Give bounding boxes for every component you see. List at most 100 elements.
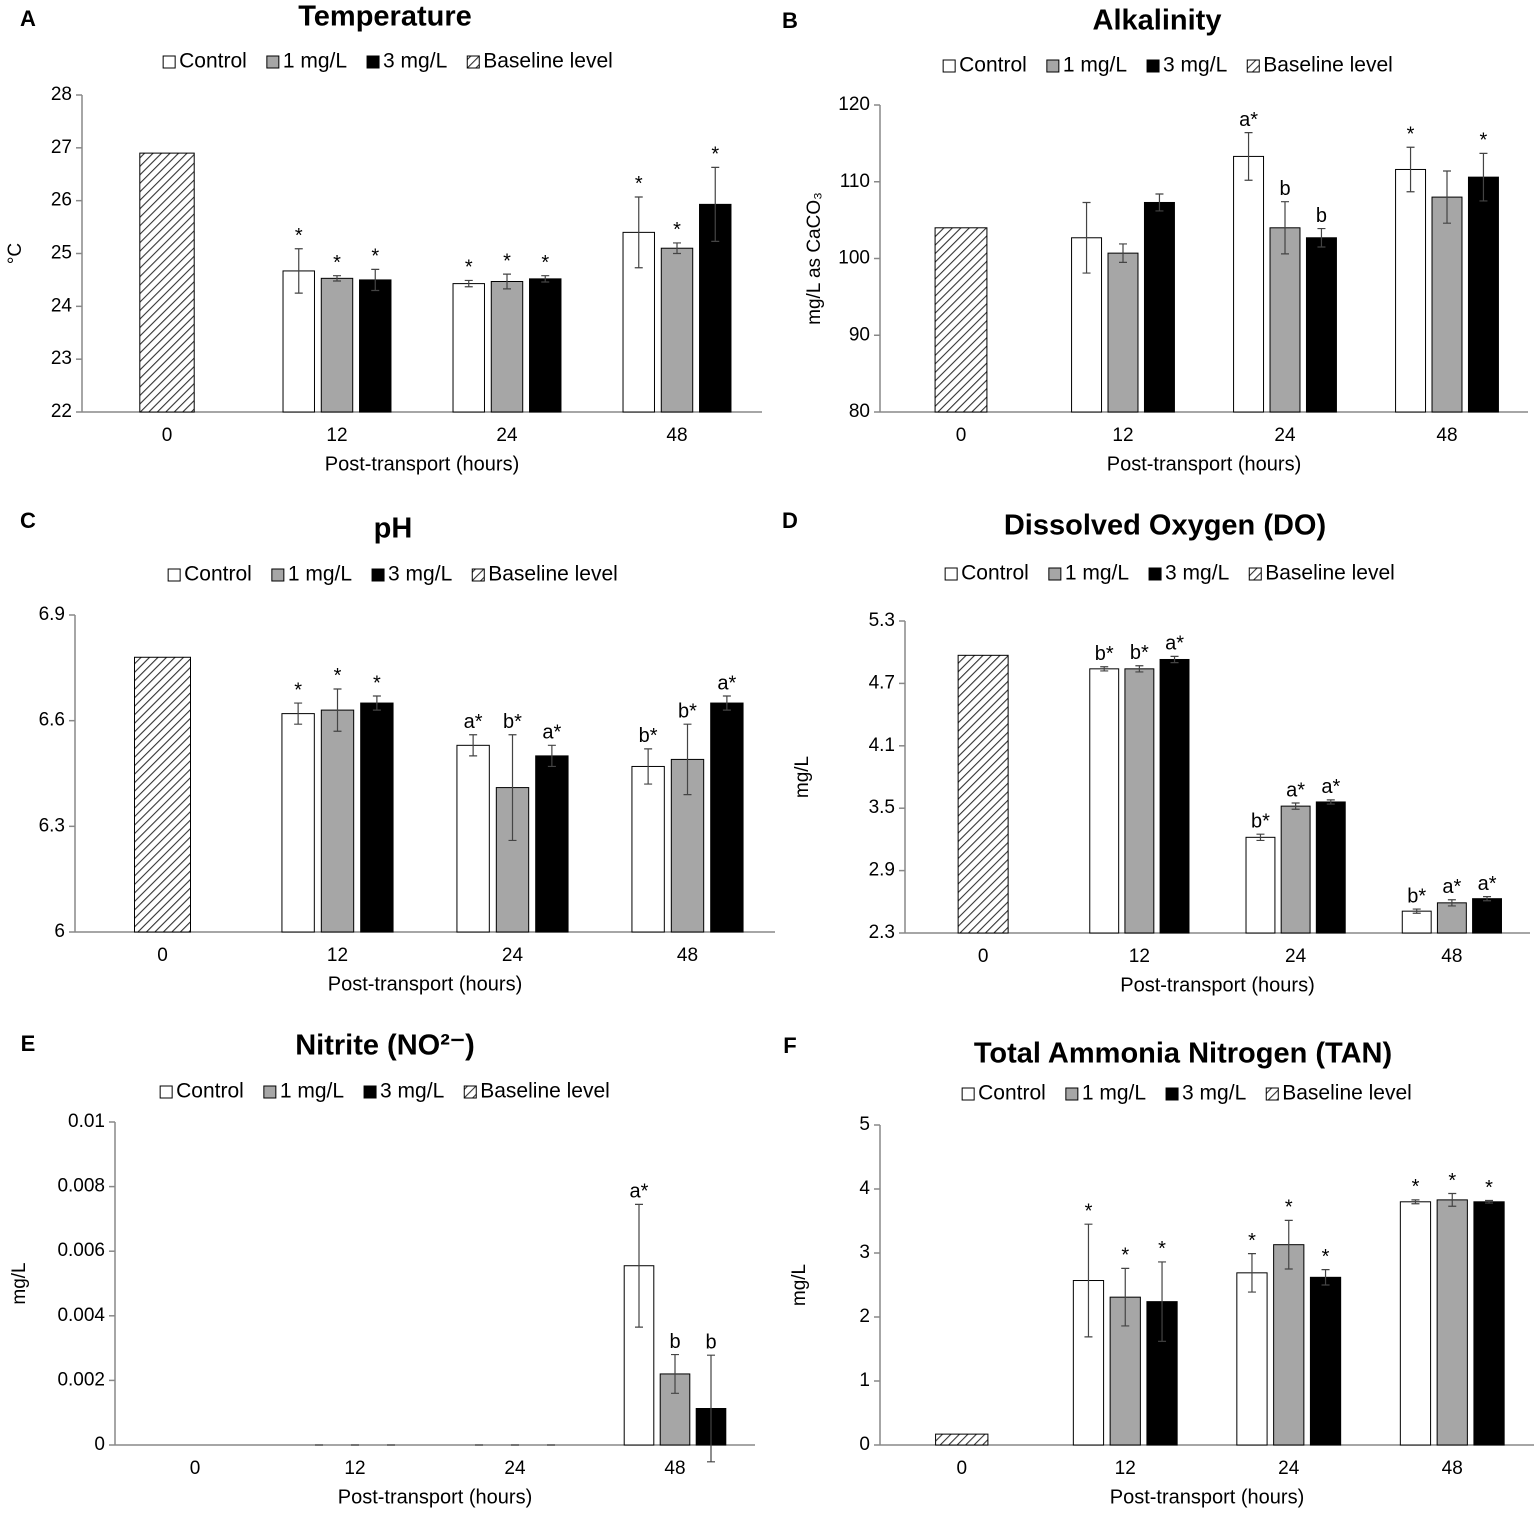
error-bar [1321, 1269, 1330, 1286]
bar [452, 283, 485, 413]
x-tick-label: 24 [1274, 425, 1296, 446]
x-tick-label: 12 [344, 1458, 365, 1479]
bar [1089, 668, 1120, 934]
annotation: b* [1095, 643, 1114, 665]
y-tick-label: 0.006 [57, 1240, 105, 1261]
bar [1280, 805, 1311, 934]
bar [935, 1433, 989, 1446]
annotation: b* [639, 725, 658, 747]
x-tick-label: 48 [1436, 425, 1457, 446]
y-tick-label: 0.008 [57, 1176, 105, 1197]
bar [320, 709, 355, 933]
y-tick-label: 2.3 [869, 922, 895, 943]
bar [1467, 176, 1499, 413]
y-axis-label: °C [5, 243, 26, 264]
annotation: a* [1442, 876, 1461, 898]
annotation: * [294, 679, 302, 701]
annotation: b* [1251, 810, 1270, 832]
x-axis-label: Post-transport (hours) [325, 453, 520, 475]
error-bar [1448, 1192, 1457, 1207]
bar [1305, 237, 1337, 413]
y-tick-label: 1 [859, 1370, 870, 1391]
annotation: * [1285, 1197, 1293, 1219]
legend-swatch [371, 568, 385, 582]
annotation: * [1480, 130, 1488, 152]
bar [1245, 836, 1276, 934]
error-bar [644, 748, 653, 785]
x-tick-label: 12 [1112, 425, 1133, 446]
annotation: * [1248, 1230, 1256, 1252]
error-bar [469, 734, 478, 757]
y-tick-label: 23 [51, 348, 72, 369]
bar [1233, 155, 1265, 413]
legend-swatch [463, 1085, 477, 1099]
legend-label: Baseline level [1282, 1082, 1412, 1105]
bar [660, 247, 694, 413]
panel-label: F [783, 1033, 796, 1058]
annotation: a* [1286, 779, 1305, 801]
legend-swatch [366, 55, 380, 69]
annotation: a* [1239, 109, 1258, 131]
bar [139, 152, 195, 413]
x-axis-label: Post-transport (hours) [1107, 453, 1302, 475]
legend-swatch [1165, 1087, 1179, 1101]
x-tick-label: 24 [496, 425, 518, 446]
legend-swatch [1146, 59, 1160, 73]
annotation: * [1322, 1246, 1330, 1268]
legend-swatch [961, 1087, 975, 1101]
bar [1309, 1276, 1342, 1446]
y-tick-label: 0.01 [68, 1111, 105, 1132]
error-bar [1479, 152, 1488, 202]
x-axis-label: Post-transport (hours) [338, 1486, 533, 1508]
annotation: a* [630, 1181, 649, 1203]
legend-label: Baseline level [1263, 54, 1393, 77]
bar [631, 765, 665, 933]
legend-label: Baseline level [480, 1080, 610, 1103]
error-bar [707, 1354, 715, 1463]
bar [710, 702, 744, 933]
error-bar [711, 166, 720, 242]
annotation: b* [678, 700, 697, 722]
panel-label: C [20, 508, 36, 533]
bar [282, 270, 315, 413]
error-bar [1284, 1219, 1293, 1270]
y-tick-label: 120 [838, 94, 870, 115]
x-tick-label: 0 [978, 946, 989, 967]
annotation: b* [1130, 642, 1149, 664]
chart-title: Nitrite (NO²⁻) [295, 1030, 475, 1062]
error-bar [1406, 146, 1415, 193]
legend-label: Baseline level [488, 563, 618, 586]
legend-label: Control [959, 54, 1027, 77]
legend-swatch [942, 59, 956, 73]
annotation: * [635, 173, 643, 195]
legend-label: Control [176, 1080, 244, 1103]
y-axis-label: mg/L [789, 1264, 810, 1306]
annotation: * [465, 257, 473, 279]
error-bar [1244, 132, 1253, 181]
bar [1236, 1272, 1268, 1446]
x-tick-label: 0 [956, 425, 967, 446]
x-tick-label: 0 [162, 425, 173, 446]
error-bar [508, 734, 517, 842]
y-tick-label: 6.6 [39, 710, 65, 731]
error-bar [372, 695, 381, 711]
error-bar [1281, 201, 1289, 255]
bar [957, 654, 1009, 934]
annotation: * [711, 144, 719, 166]
annotation: * [295, 225, 303, 247]
bar [1431, 196, 1463, 413]
legend-label: 1 mg/L [1063, 54, 1127, 77]
bar [1401, 910, 1432, 934]
bar [1399, 1201, 1432, 1446]
y-tick-label: 5 [859, 1114, 870, 1135]
bar [360, 702, 394, 933]
error-bar [464, 279, 473, 288]
legend-swatch [1246, 59, 1260, 73]
annotation: * [1407, 123, 1415, 145]
y-tick-label: 22 [51, 401, 72, 422]
bar [1143, 201, 1175, 413]
x-tick-label: 0 [956, 1458, 967, 1479]
annotation: * [1085, 1200, 1093, 1222]
legend-label: Baseline level [483, 50, 613, 73]
